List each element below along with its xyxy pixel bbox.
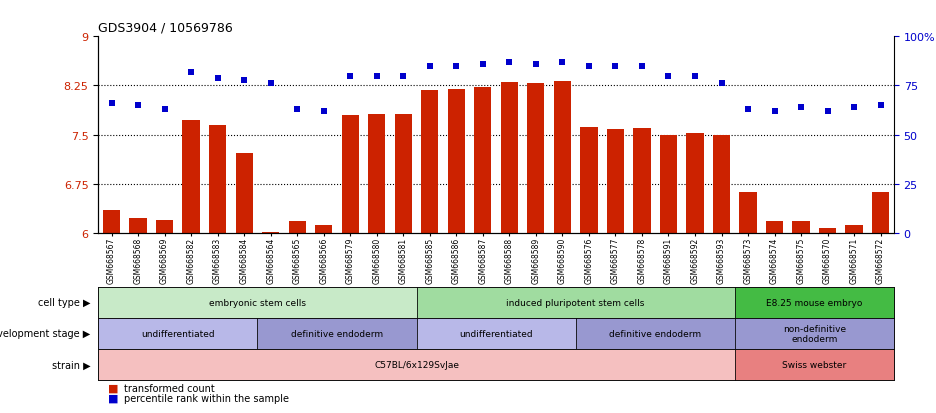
Bar — [288, 222, 306, 233]
Point — [847, 104, 862, 111]
Point — [687, 73, 702, 80]
Point — [449, 63, 464, 70]
Text: induced pluripotent stem cells: induced pluripotent stem cells — [506, 298, 645, 307]
Bar — [417, 318, 576, 349]
Bar — [735, 349, 894, 380]
Bar — [501, 83, 518, 233]
Point — [502, 59, 517, 66]
Bar — [315, 225, 332, 233]
Text: undifferentiated: undifferentiated — [460, 329, 533, 338]
Text: ■: ■ — [108, 382, 118, 392]
Point — [343, 73, 358, 80]
Text: definitive endoderm: definitive endoderm — [609, 329, 701, 338]
Point — [370, 73, 385, 80]
Point — [768, 109, 782, 115]
Text: C57BL/6x129SvJae: C57BL/6x129SvJae — [374, 360, 459, 369]
Point — [290, 107, 305, 113]
Text: definitive endoderm: definitive endoderm — [291, 329, 383, 338]
Bar — [98, 349, 735, 380]
Text: development stage ▶: development stage ▶ — [0, 328, 90, 339]
Text: E8.25 mouse embryo: E8.25 mouse embryo — [767, 298, 862, 307]
Point — [157, 107, 172, 113]
Bar — [417, 287, 735, 318]
Text: percentile rank within the sample: percentile rank within the sample — [124, 394, 289, 404]
Bar — [554, 82, 571, 233]
Point — [211, 75, 226, 82]
Point — [740, 107, 755, 113]
Text: Swiss webster: Swiss webster — [782, 360, 846, 369]
Bar — [735, 287, 894, 318]
Bar — [686, 134, 704, 233]
Point — [183, 69, 198, 76]
Bar — [395, 114, 412, 233]
Bar — [576, 318, 735, 349]
Point — [237, 77, 252, 84]
Bar — [819, 228, 836, 233]
Point — [396, 73, 411, 80]
Point — [104, 100, 119, 107]
Bar — [607, 130, 624, 233]
Point — [555, 59, 570, 66]
Bar — [660, 135, 677, 233]
Bar — [447, 90, 465, 233]
Bar — [580, 128, 597, 233]
Bar — [103, 211, 120, 233]
Point — [714, 81, 729, 88]
Bar — [368, 114, 386, 233]
Point — [581, 63, 596, 70]
Point — [263, 81, 278, 88]
Bar — [262, 232, 279, 233]
Point — [661, 73, 676, 80]
Text: embryonic stem cells: embryonic stem cells — [209, 298, 306, 307]
Text: transformed count: transformed count — [124, 383, 215, 393]
Bar — [98, 318, 257, 349]
Point — [131, 102, 146, 109]
Text: non-definitive
endoderm: non-definitive endoderm — [782, 324, 846, 343]
Point — [794, 104, 809, 111]
Bar — [735, 318, 894, 349]
Bar — [236, 154, 253, 233]
Point — [873, 102, 888, 109]
Point — [820, 109, 835, 115]
Text: GDS3904 / 10569786: GDS3904 / 10569786 — [98, 21, 233, 35]
Bar — [527, 84, 545, 233]
Bar — [475, 88, 491, 233]
Text: ■: ■ — [108, 393, 118, 403]
Bar — [342, 116, 358, 233]
Bar — [739, 193, 756, 233]
Bar — [634, 129, 651, 233]
Point — [635, 63, 650, 70]
Point — [316, 109, 331, 115]
Point — [475, 62, 490, 68]
Bar — [793, 222, 810, 233]
Bar — [209, 126, 227, 233]
Bar — [872, 193, 889, 233]
Bar — [129, 219, 147, 233]
Bar — [766, 222, 783, 233]
Text: strain ▶: strain ▶ — [51, 359, 90, 370]
Bar — [98, 287, 417, 318]
Text: undifferentiated: undifferentiated — [141, 329, 214, 338]
Bar — [183, 121, 199, 233]
Bar — [257, 318, 417, 349]
Point — [422, 63, 437, 70]
Bar — [845, 225, 863, 233]
Bar — [713, 135, 730, 233]
Point — [529, 62, 544, 68]
Bar — [421, 91, 438, 233]
Point — [608, 63, 623, 70]
Bar — [156, 220, 173, 233]
Text: cell type ▶: cell type ▶ — [37, 297, 90, 308]
